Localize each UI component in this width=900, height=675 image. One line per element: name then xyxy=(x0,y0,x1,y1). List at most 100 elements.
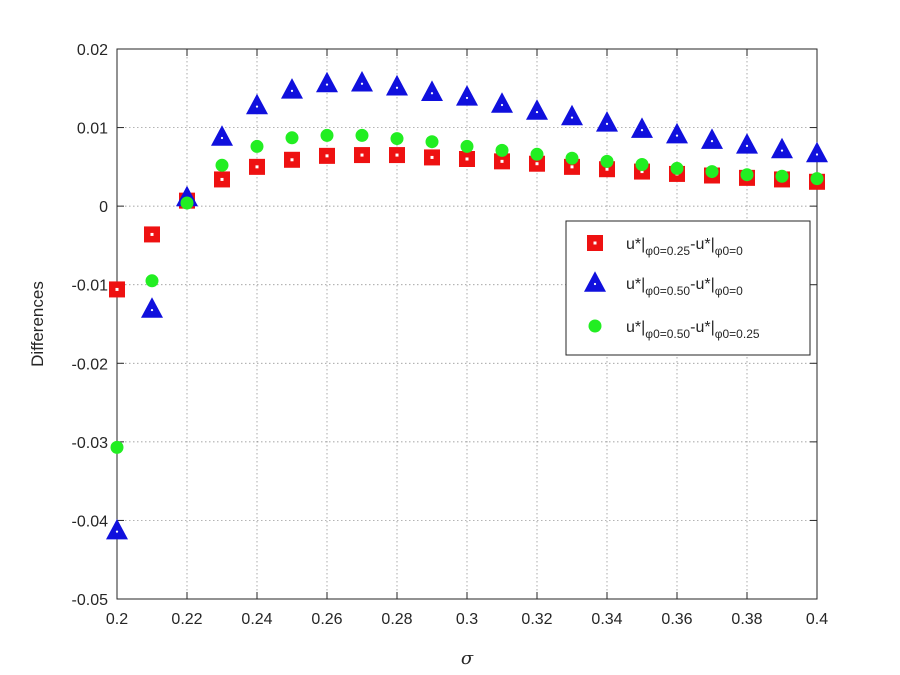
data-marks xyxy=(106,71,828,540)
y-tick-label: -0.01 xyxy=(72,278,109,295)
circle-marker xyxy=(740,168,754,182)
triangle-marker xyxy=(771,137,793,159)
data-point-circle xyxy=(670,161,684,175)
marker-center xyxy=(593,241,597,245)
series-circle xyxy=(110,128,824,454)
data-point-circle xyxy=(600,154,614,168)
data-point-triangle xyxy=(526,99,548,120)
legend-subscript: φ0=0 xyxy=(715,244,743,258)
marker-center xyxy=(430,155,434,159)
circle-marker xyxy=(810,172,824,186)
data-point-square xyxy=(354,147,370,164)
data-point-circle xyxy=(355,128,369,142)
ticks: 0.2 0.22 0.24 0.26 0.28 0.3 0.32 0.34 0.36 0.38 0.… xyxy=(72,42,829,628)
y-tick-label: -0.05 xyxy=(72,592,109,609)
data-point-square xyxy=(494,153,510,170)
data-point-circle xyxy=(180,196,194,210)
marker-center xyxy=(605,167,609,171)
x-tick-label: 0.36 xyxy=(661,611,692,628)
legend-marker-triangle xyxy=(584,271,606,292)
data-point-triangle xyxy=(211,125,233,146)
data-point-circle xyxy=(425,135,439,149)
legend-label: u*|φ0=0.25-u*|φ0=0 xyxy=(626,236,743,258)
circle-marker xyxy=(588,319,602,333)
marker-center xyxy=(115,530,119,533)
marker-center xyxy=(675,134,679,137)
triangle-marker xyxy=(351,71,373,92)
marker-center xyxy=(710,140,714,143)
data-point-triangle xyxy=(106,518,128,540)
data-point-circle xyxy=(110,440,124,454)
marker-center xyxy=(360,82,364,85)
marker-center xyxy=(360,153,364,157)
marker-center xyxy=(255,165,259,169)
marker-center xyxy=(115,287,119,291)
x-tick-label: 0.28 xyxy=(381,611,412,628)
data-point-triangle xyxy=(736,133,758,154)
data-point-triangle xyxy=(666,122,688,144)
legend-subscript: φ0=0.50 xyxy=(645,284,690,298)
triangle-marker xyxy=(701,128,723,149)
triangle-marker xyxy=(491,92,513,113)
circle-marker xyxy=(285,131,299,145)
marker-center xyxy=(465,96,469,100)
data-point-triangle xyxy=(771,137,793,159)
circle-marker xyxy=(180,196,194,210)
legend-main-text: u*| xyxy=(626,276,645,293)
legend-main-text: -u*| xyxy=(690,236,715,253)
legend-label: u*|φ0=0.50-u*|φ0=0.25 xyxy=(626,319,760,341)
marker-center xyxy=(570,165,574,169)
marker-center xyxy=(430,92,434,95)
x-tick-label: 0.26 xyxy=(311,611,342,628)
data-point-circle xyxy=(145,274,159,288)
legend-subscript: φ0=0.50 xyxy=(645,327,690,341)
legend-marker-square xyxy=(587,235,603,251)
legend-subscript: φ0=0.25 xyxy=(645,244,690,258)
triangle-marker xyxy=(246,93,268,115)
marker-center xyxy=(395,153,399,157)
data-point-circle xyxy=(390,132,404,146)
marker-center xyxy=(290,158,294,162)
data-point-square xyxy=(249,158,265,175)
circle-marker xyxy=(390,132,404,146)
triangle-marker xyxy=(526,99,548,120)
y-tick-label: 0.01 xyxy=(77,121,108,138)
legend-entry: u*|φ0=0.50-u*|φ0=0 xyxy=(584,271,743,298)
triangle-marker xyxy=(211,125,233,146)
legend-subscript: φ0=0.25 xyxy=(715,327,760,341)
triangle-marker xyxy=(806,141,828,163)
data-point-circle xyxy=(495,143,509,157)
triangle-marker xyxy=(386,74,408,96)
triangle-marker xyxy=(584,271,606,292)
data-point-circle xyxy=(810,172,824,186)
data-point-circle xyxy=(215,158,229,172)
triangle-marker xyxy=(561,104,583,126)
marker-center xyxy=(465,157,469,161)
data-point-square xyxy=(214,171,230,188)
x-tick-label: 0.32 xyxy=(521,611,552,628)
data-point-triangle xyxy=(281,78,303,99)
marker-center xyxy=(605,122,609,125)
data-point-triangle xyxy=(246,93,268,115)
marker-center xyxy=(220,177,224,181)
circle-marker xyxy=(110,440,124,454)
data-point-triangle xyxy=(141,297,163,318)
legend-label: u*|φ0=0.50-u*|φ0=0 xyxy=(626,276,743,298)
marker-center xyxy=(535,110,539,114)
marker-center xyxy=(395,86,399,89)
legend: u*|φ0=0.25-u*|φ0=0u*|φ0=0.50-u*|φ0=0u*|φ… xyxy=(565,220,811,356)
triangle-marker xyxy=(316,71,338,93)
marker-center xyxy=(325,154,329,158)
data-point-circle xyxy=(250,139,264,153)
x-axis-label: σ xyxy=(461,648,474,669)
marker-center xyxy=(150,232,154,236)
data-point-circle xyxy=(460,139,474,153)
marker-center xyxy=(640,170,644,174)
legend-entry: u*|φ0=0.50-u*|φ0=0.25 xyxy=(588,319,760,341)
x-tick-label: 0.3 xyxy=(456,611,478,628)
marker-center xyxy=(325,83,329,86)
data-point-triangle xyxy=(421,80,443,101)
triangle-marker xyxy=(106,518,128,540)
marker-center xyxy=(640,129,644,132)
